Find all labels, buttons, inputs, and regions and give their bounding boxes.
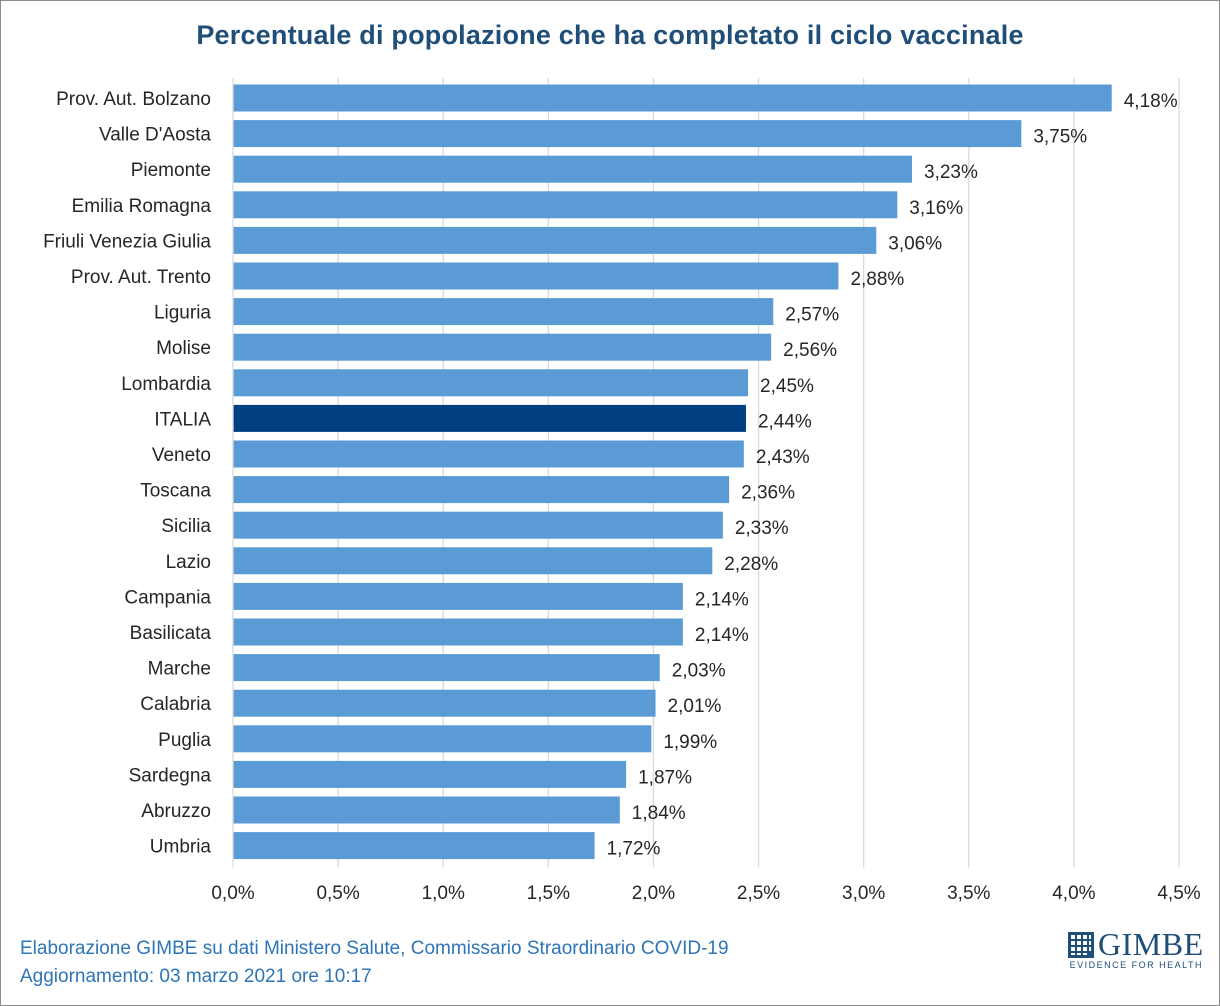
chart-title: Percentuale di popolazione che ha comple… (196, 20, 1024, 50)
category-label: Piemonte (131, 160, 211, 181)
x-tick-label: 3,0% (842, 883, 885, 904)
category-label: Molise (156, 338, 211, 359)
category-label: Sicilia (161, 516, 211, 537)
category-label: Prov. Aut. Trento (71, 267, 211, 288)
category-label: Prov. Aut. Bolzano (56, 89, 211, 110)
bar (233, 262, 839, 290)
category-label: Basilicata (130, 623, 212, 644)
bar (233, 120, 1022, 148)
category-label: Campania (124, 587, 211, 608)
category-label: Lombardia (121, 374, 211, 395)
value-label: 3,23% (924, 162, 978, 183)
category-label: Liguria (154, 303, 211, 324)
bar (233, 155, 913, 183)
category-label: ITALIA (154, 409, 211, 430)
value-label: 2,14% (695, 625, 749, 646)
x-tick-label: 2,5% (737, 883, 780, 904)
bar (233, 511, 723, 539)
category-label: Umbria (150, 837, 212, 858)
footer-updated: Aggiornamento: 03 marzo 2021 ore 10:17 (20, 966, 372, 987)
x-tick-label: 4,5% (1157, 883, 1200, 904)
bar (233, 582, 683, 610)
gimbe-logo: GIMBE EVIDENCE FOR HEALTH (1068, 926, 1203, 974)
x-tick-label: 0,5% (316, 883, 359, 904)
bar (233, 440, 744, 468)
logo-wordmark: GIMBE (1098, 926, 1204, 962)
category-label: Calabria (140, 694, 211, 715)
value-label: 2,14% (695, 589, 749, 610)
x-tick-label: 2,0% (632, 883, 675, 904)
value-label: 2,33% (735, 518, 789, 539)
value-label: 2,56% (783, 340, 837, 361)
category-label: Marche (148, 659, 211, 680)
category-label: Friuli Venezia Giulia (43, 231, 211, 252)
bar (233, 832, 595, 860)
category-label: Abruzzo (141, 801, 211, 822)
value-label: 1,84% (632, 803, 686, 824)
x-tick-label: 1,5% (527, 883, 570, 904)
category-label: Emilia Romagna (72, 196, 212, 217)
logo-tagline: EVIDENCE FOR HEALTH (1069, 960, 1203, 970)
footer-source: Elaborazione GIMBE su dati Ministero Sal… (20, 938, 729, 959)
bar (233, 298, 774, 326)
value-label: 3,75% (1033, 127, 1087, 148)
grid-logo-icon (1068, 932, 1094, 958)
x-tick-label: 1,0% (422, 883, 465, 904)
bar (233, 725, 652, 753)
bar (233, 191, 898, 219)
x-tick-label: 0,0% (211, 883, 254, 904)
value-label: 3,06% (888, 233, 942, 254)
value-label: 2,45% (760, 376, 814, 397)
category-label: Puglia (158, 730, 211, 751)
category-label: Lazio (166, 552, 211, 573)
x-tick-label: 3,5% (947, 883, 990, 904)
value-label: 2,01% (668, 696, 722, 717)
value-label: 4,18% (1124, 91, 1178, 112)
value-label: 2,88% (850, 269, 904, 290)
category-label: Veneto (152, 445, 211, 466)
bar (233, 618, 683, 646)
bar (233, 404, 746, 432)
bar (233, 333, 772, 361)
bar (233, 476, 730, 504)
x-tick-label: 4,0% (1052, 883, 1095, 904)
bar (233, 369, 749, 397)
bar (233, 84, 1112, 112)
category-label: Valle D'Aosta (99, 125, 211, 146)
value-label: 1,72% (607, 839, 661, 860)
category-label: Toscana (140, 481, 211, 502)
value-label: 2,36% (741, 483, 795, 504)
value-label: 2,28% (724, 554, 778, 575)
bar (233, 796, 620, 824)
value-label: 1,87% (638, 767, 692, 788)
bar (233, 689, 656, 717)
category-label: Sardegna (129, 765, 212, 786)
value-label: 2,57% (785, 305, 839, 326)
value-label: 2,03% (672, 661, 726, 682)
bar (233, 547, 713, 575)
value-label: 2,43% (756, 447, 810, 468)
value-label: 1,99% (663, 732, 717, 753)
value-label: 2,44% (758, 411, 812, 432)
bar (233, 226, 877, 254)
value-label: 3,16% (909, 198, 963, 219)
bar (233, 654, 660, 682)
bar (233, 760, 627, 788)
